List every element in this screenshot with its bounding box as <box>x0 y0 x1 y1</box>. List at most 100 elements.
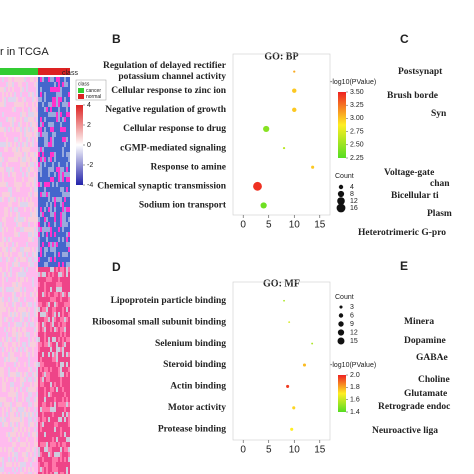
heatmap-cell <box>8 167 10 172</box>
heatmap-cell <box>12 277 14 282</box>
heatmap-cell <box>64 317 66 322</box>
heatmap-cell <box>22 257 24 262</box>
heatmap-cell <box>34 452 36 457</box>
heatmap-cell <box>38 357 40 362</box>
heatmap-cell <box>12 107 14 112</box>
heatmap-cell <box>64 432 66 437</box>
heatmap-cell <box>28 357 30 362</box>
heatmap-cell <box>50 367 52 372</box>
heatmap-cell <box>56 472 58 474</box>
heatmap-cell <box>20 397 22 402</box>
heatmap-cell <box>36 87 38 92</box>
heatmap-cell <box>0 277 2 282</box>
heatmap-cell <box>24 87 26 92</box>
heatmap-cell <box>54 372 56 377</box>
heatmap-cell <box>32 417 34 422</box>
heatmap-cell <box>66 87 68 92</box>
heatmap-cell <box>8 152 10 157</box>
heatmap-cell <box>12 162 14 167</box>
heatmap-cell <box>66 437 68 442</box>
heatmap-cell <box>12 157 14 162</box>
heatmap-cell <box>4 172 6 177</box>
heatmap-cell <box>4 252 6 257</box>
heatmap-cell <box>24 467 26 472</box>
heatmap-cell <box>64 107 66 112</box>
heatmap-cell <box>40 307 42 312</box>
heatmap-cell <box>30 402 32 407</box>
category-label: Syn <box>431 109 447 119</box>
heatmap-cell <box>34 257 36 262</box>
legend-title: -log10(PValue) <box>330 79 376 86</box>
heatmap-cell <box>66 237 68 242</box>
heatmap-cell <box>44 407 46 412</box>
heatmap-cell <box>46 167 48 172</box>
heatmap-cell <box>4 257 6 262</box>
heatmap-cell <box>60 462 62 467</box>
heatmap-cell <box>44 337 46 342</box>
heatmap-cell <box>34 377 36 382</box>
heatmap-cell <box>4 417 6 422</box>
heatmap-cell <box>56 87 58 92</box>
heatmap-cell <box>4 342 6 347</box>
heatmap-cell <box>20 217 22 222</box>
heatmap-cell <box>68 457 70 462</box>
heatmap-cell <box>8 362 10 367</box>
heatmap-cell <box>30 242 32 247</box>
heatmap-cell <box>62 442 64 447</box>
heatmap-cell <box>20 322 22 327</box>
heatmap-cell <box>30 152 32 157</box>
heatmap-cell <box>50 267 52 272</box>
heatmap-cell <box>34 242 36 247</box>
heatmap-cell <box>46 227 48 232</box>
heatmap-cell <box>26 462 28 467</box>
heatmap-cell <box>58 337 60 342</box>
heatmap-cell <box>42 202 44 207</box>
heatmap-cell <box>30 182 32 187</box>
heatmap-cell <box>26 77 28 82</box>
heatmap-cell <box>26 377 28 382</box>
heatmap-cell <box>4 337 6 342</box>
heatmap-cell <box>42 292 44 297</box>
heatmap-cell <box>4 222 6 227</box>
heatmap-cell <box>24 307 26 312</box>
heatmap-cell <box>52 127 54 132</box>
heatmap-cell <box>2 357 4 362</box>
heatmap-cell <box>48 467 50 472</box>
heatmap-cell <box>18 257 20 262</box>
heatmap-cell <box>34 137 36 142</box>
heatmap-cell <box>30 277 32 282</box>
heatmap-cell <box>32 147 34 152</box>
heatmap-cell <box>38 367 40 372</box>
heatmap-cell <box>68 237 70 242</box>
heatmap-cell <box>30 102 32 107</box>
heatmap-cell <box>10 207 12 212</box>
heatmap-cell <box>0 242 2 247</box>
heatmap-cell <box>66 397 68 402</box>
heatmap-cell <box>14 152 16 157</box>
heatmap-cell <box>36 407 38 412</box>
heatmap-cell <box>10 177 12 182</box>
heatmap-cell <box>60 297 62 302</box>
heatmap-cell <box>14 82 16 87</box>
heatmap-cell <box>2 362 4 367</box>
heatmap-cell <box>50 187 52 192</box>
heatmap-cell <box>50 407 52 412</box>
heatmap-cell <box>62 327 64 332</box>
heatmap-cell <box>66 402 68 407</box>
heatmap-cell <box>36 322 38 327</box>
heatmap-cell <box>16 247 18 252</box>
heatmap-cell <box>10 472 12 474</box>
heatmap-cell <box>30 452 32 457</box>
heatmap-cell <box>58 287 60 292</box>
heatmap-cell <box>54 267 56 272</box>
heatmap-cell <box>42 287 44 292</box>
heatmap-cell <box>50 182 52 187</box>
heatmap-cell <box>28 77 30 82</box>
heatmap-cell <box>68 152 70 157</box>
heatmap-cell <box>28 422 30 427</box>
heatmap-cell <box>38 387 40 392</box>
heatmap-cell <box>16 147 18 152</box>
heatmap-cell <box>44 152 46 157</box>
heatmap-cell <box>8 87 10 92</box>
